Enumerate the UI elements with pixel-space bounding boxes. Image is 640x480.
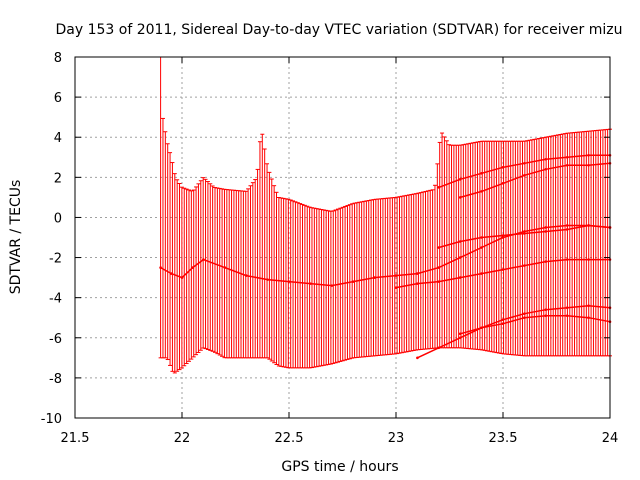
- trace-main: [160, 224, 611, 287]
- data-point: [309, 282, 312, 285]
- y-tick-label: -2: [49, 252, 62, 267]
- data-point: [394, 274, 398, 277]
- data-point: [501, 234, 505, 237]
- trace-upper-2: [459, 162, 611, 199]
- data-point: [330, 284, 334, 287]
- data-point: [437, 266, 441, 269]
- data-point: [223, 266, 227, 269]
- data-point: [480, 246, 483, 249]
- data-point: [191, 266, 194, 269]
- data-point: [373, 276, 376, 279]
- x-tick-label: 23.5: [489, 431, 518, 446]
- data-point: [458, 276, 462, 279]
- data-point: [587, 164, 590, 167]
- x-tick-label: 23: [388, 431, 405, 446]
- data-point: [565, 306, 569, 309]
- data-point: [351, 280, 355, 283]
- data-point: [458, 240, 462, 243]
- data-point: [501, 236, 505, 239]
- data-point: [523, 312, 526, 316]
- data-point: [416, 272, 419, 275]
- y-tick-label: 8: [54, 51, 62, 66]
- data-point: [544, 226, 548, 229]
- data-point: [180, 276, 184, 279]
- x-tick-label: 24: [602, 431, 619, 446]
- data-point: [523, 264, 526, 267]
- data-point: [458, 196, 462, 199]
- data-point: [394, 286, 398, 289]
- x-tick-label: 22: [174, 431, 191, 446]
- data-point: [458, 256, 462, 259]
- y-tick-label: -8: [49, 372, 62, 387]
- data-point: [565, 228, 569, 231]
- data-point: [565, 258, 569, 261]
- data-point: [416, 356, 419, 360]
- data-point: [523, 174, 526, 177]
- data-point: [458, 336, 462, 340]
- data-point: [480, 236, 483, 239]
- y-tick-label: -6: [49, 332, 62, 347]
- data-point: [587, 304, 590, 307]
- data-point: [170, 272, 173, 275]
- data-point: [587, 153, 590, 157]
- data-point: [501, 322, 505, 326]
- data-point: [544, 168, 548, 171]
- data-point: [287, 280, 291, 283]
- data-point: [480, 272, 483, 275]
- data-point: [501, 166, 505, 169]
- data-point: [544, 260, 548, 263]
- data-point: [437, 346, 441, 350]
- data-point: [244, 274, 248, 277]
- data-point: [544, 230, 548, 233]
- data-point: [501, 268, 505, 271]
- chart-title: Day 153 of 2011, Sidereal Day-to-day VTE…: [56, 22, 623, 38]
- trace-low-1: [417, 304, 611, 359]
- data-point: [480, 326, 483, 330]
- data-point: [523, 232, 526, 235]
- data-point: [437, 186, 441, 189]
- data-point: [544, 314, 548, 318]
- y-tick-label: -4: [49, 292, 62, 307]
- data-point: [416, 282, 419, 285]
- y-tick-label: 4: [54, 131, 62, 146]
- data-point: [437, 280, 441, 283]
- data-point: [587, 224, 590, 227]
- x-tick-label: 21.5: [61, 431, 90, 446]
- x-tick-label: 22.5: [275, 431, 304, 446]
- y-tick-label: 6: [54, 91, 62, 106]
- plot-frame: [74, 56, 611, 419]
- data-point: [565, 164, 569, 167]
- data-point: [501, 318, 505, 322]
- y-axis-title: SDTVAR / TECUs: [8, 180, 24, 295]
- data-point: [523, 161, 526, 165]
- data-point: [587, 316, 590, 320]
- data-point: [480, 172, 483, 175]
- data-point: [523, 230, 526, 233]
- y-tick-label: 0: [54, 211, 62, 226]
- series-lines: [159, 153, 612, 360]
- data-point: [202, 258, 205, 261]
- x-axis-title: GPS time / hours: [281, 459, 398, 475]
- data-point: [480, 190, 483, 193]
- data-point: [523, 316, 526, 320]
- data-point: [544, 308, 548, 312]
- data-point: [587, 258, 590, 261]
- data-point: [458, 178, 462, 181]
- data-point: [565, 155, 569, 159]
- data-point: [437, 246, 441, 249]
- y-tick-label: -10: [41, 412, 62, 427]
- data-point: [565, 314, 569, 318]
- data-point: [501, 182, 505, 185]
- trace-low-2: [459, 314, 611, 335]
- data-point: [266, 278, 269, 281]
- y-tick-label: 2: [54, 171, 62, 186]
- data-point: [565, 224, 569, 227]
- data-point: [544, 157, 548, 161]
- data-point: [458, 332, 462, 336]
- data-point: [159, 266, 162, 269]
